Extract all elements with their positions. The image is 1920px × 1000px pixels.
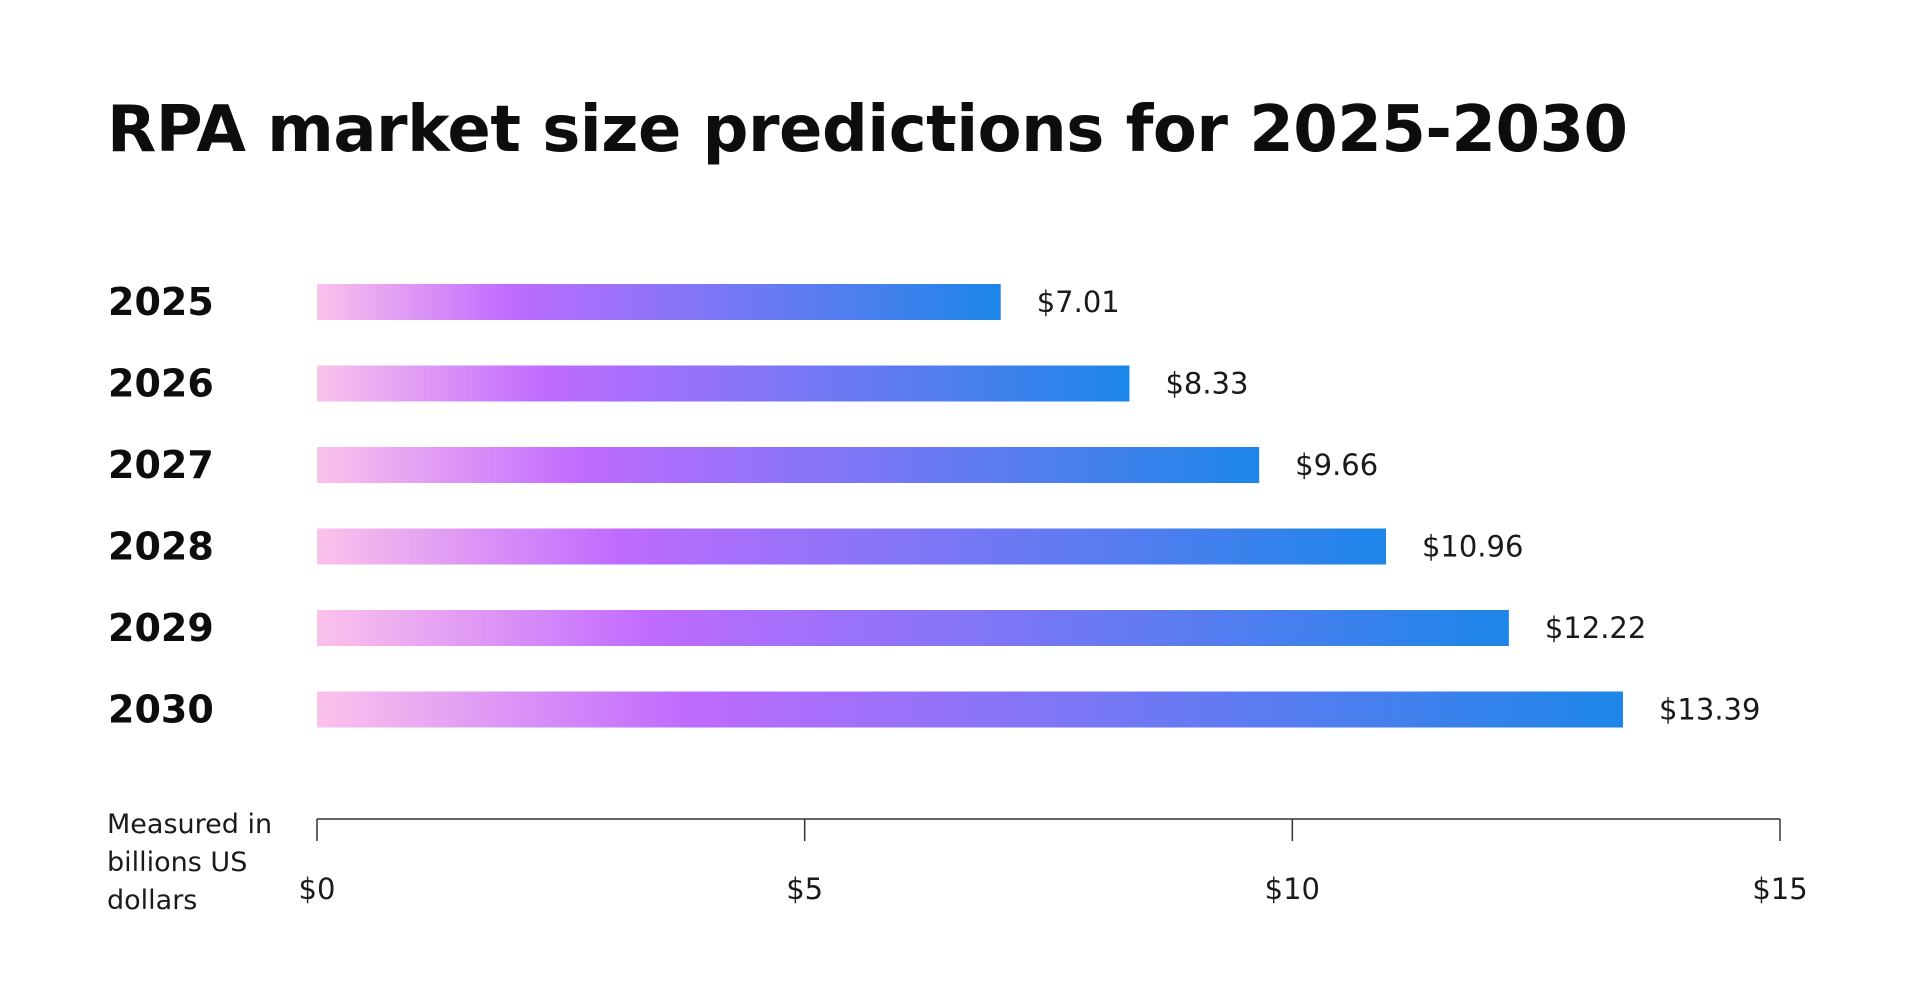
category-label-2029: 2029 — [108, 606, 214, 650]
chart-title: RPA market size predictions for 2025-203… — [107, 93, 1628, 167]
category-label-2027: 2027 — [108, 443, 214, 487]
bar-2027 — [317, 447, 1260, 483]
value-label-2029: $12.22 — [1545, 611, 1646, 645]
x-tick-label-10: $10 — [1265, 872, 1320, 906]
value-label-2026: $8.33 — [1165, 367, 1248, 401]
category-label-2026: 2026 — [108, 362, 214, 406]
category-label-2028: 2028 — [108, 525, 214, 569]
category-label-2030: 2030 — [108, 688, 214, 732]
x-tick-label-15: $15 — [1752, 872, 1807, 906]
value-label-2030: $13.39 — [1659, 693, 1760, 727]
value-label-2028: $10.96 — [1422, 530, 1523, 564]
x-tick-label-0: $0 — [299, 872, 336, 906]
x-axis-label: Measured in billions US dollars — [107, 809, 273, 916]
value-label-2027: $9.66 — [1295, 448, 1378, 482]
bar-2028 — [317, 528, 1386, 565]
value-label-2025: $7.01 — [1037, 285, 1120, 319]
bar-2029 — [317, 610, 1509, 646]
bar-2026 — [317, 365, 1130, 402]
bar-2030 — [317, 691, 1623, 728]
x-tick-label-5: $5 — [786, 872, 823, 906]
bars-layer: 2025 $7.01 2026 $8.33 2027 $9.66 2028 $10.96 202… — [108, 280, 1760, 732]
category-label-2025: 2025 — [108, 280, 214, 324]
bar-2025 — [317, 284, 1001, 320]
x-axis: $0 $5 $10 $15 — [299, 818, 1808, 906]
